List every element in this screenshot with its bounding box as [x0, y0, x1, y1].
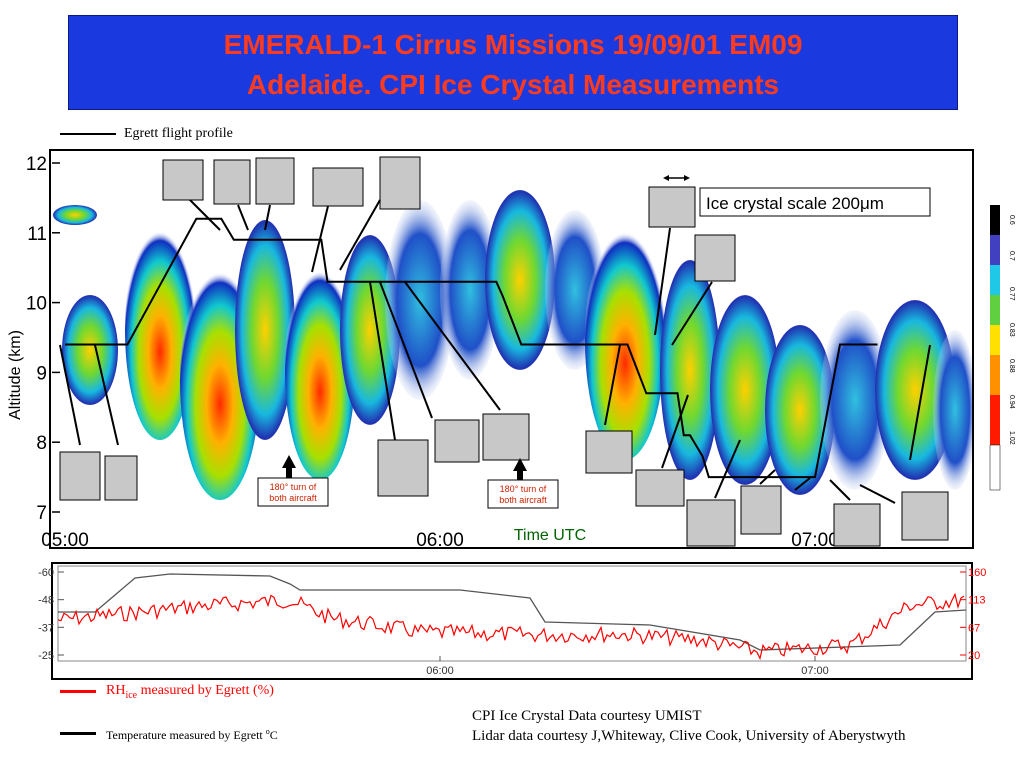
colorbar-label-5: 0.94	[1008, 395, 1015, 409]
rh-legend-sub: ice	[125, 689, 138, 701]
time-tick-label-0600: 06:00	[416, 530, 464, 551]
altitude-tick-label-9: 9	[36, 363, 47, 384]
lidar-credit: Lidar data courtesy J,Whiteway, Clive Co…	[472, 728, 906, 744]
lidar-backscatter	[53, 190, 972, 500]
altitude-tick-label-11: 11	[27, 224, 47, 245]
crystal-image-3	[255, 157, 295, 205]
temp-tick-label-3: -25	[38, 650, 54, 662]
crystal-image-4	[312, 167, 364, 207]
title-banner: EMERALD-1 Cirrus Missions 19/09/01 EM09 …	[68, 15, 958, 110]
rh-legend-label: RHice measured by Egrett (%)	[106, 683, 274, 701]
temp-legend-unit: C	[269, 728, 278, 742]
title-line-2: Adelaide. CPI Ice Crystal Measurements	[246, 69, 780, 100]
ts-time-label-0700: 07:00	[801, 665, 829, 677]
rh-tick-label-3: 20	[968, 650, 980, 662]
colorbar: 0.6 0.7 0.77 0.83 0.88 0.94 1.02	[989, 205, 1015, 491]
timeseries-plot-area	[57, 565, 967, 662]
crystal-image-2	[213, 159, 251, 205]
crystal-image-17	[833, 503, 881, 547]
colorbar-label-2: 0.77	[1008, 287, 1015, 301]
turn-2-line-2: both aircraft	[499, 495, 547, 505]
turn-1-line-2: both aircraft	[269, 493, 317, 503]
crystal-image-13	[585, 430, 633, 474]
flight-profile-line	[65, 217, 878, 479]
turn-marker-2: 180° turn of both aircraft	[487, 458, 559, 509]
time-tick-label-0700: 07:00	[791, 530, 839, 551]
timeseries-x-axis: 06:00 07:00	[426, 656, 829, 677]
crystal-image-10	[377, 439, 429, 497]
temperature-axis: -60 -48 -37 -25	[38, 567, 64, 662]
time-tick-label-0500: 05:00	[41, 530, 89, 551]
flight-profile-legend-swatch	[60, 132, 116, 135]
temp-tick-label-1: -48	[38, 595, 54, 607]
rh-tick-label-1: 113	[968, 595, 986, 607]
temp-tick-label-2: -37	[38, 622, 54, 634]
temperature-series-line	[58, 573, 967, 651]
temp-legend-swatch	[60, 732, 96, 735]
altitude-tick-label-8: 8	[36, 433, 47, 454]
temp-legend-label: Temperature measured by Egrett oC	[106, 727, 278, 743]
temp-legend-sup: o	[265, 727, 270, 736]
colorbar-label-6: 1.02	[1008, 431, 1015, 445]
flight-profile-legend: Egrett flight profile	[60, 126, 233, 142]
turn-1-line-1: 180° turn of	[270, 482, 317, 492]
turn-2-line-1: 180° turn of	[500, 484, 547, 494]
temp-tick-label-0: -60	[38, 567, 54, 579]
scale-label: Ice crystal scale 200μm	[706, 194, 884, 213]
crystal-image-12	[482, 413, 530, 461]
altitude-tick-label-10: 10	[26, 294, 47, 315]
scale-arrow	[663, 175, 690, 181]
colorbar-label-0: 0.6	[1008, 215, 1015, 225]
flight-profile-legend-label: Egrett flight profile	[124, 126, 233, 141]
altitude-axis-label: Altitude (km)	[7, 330, 24, 420]
crystal-image-5	[379, 156, 421, 210]
colorbar-label-3: 0.83	[1008, 323, 1015, 337]
crystal-image-14	[635, 469, 685, 507]
crystal-image-18	[901, 491, 949, 541]
crystal-image-9	[104, 455, 138, 501]
ts-time-label-0600: 06:00	[426, 665, 454, 677]
colorbar-label-1: 0.7	[1008, 251, 1015, 261]
title-line-1: EMERALD-1 Cirrus Missions 19/09/01 EM09	[223, 29, 803, 60]
rh-legend-text: RH	[106, 683, 126, 698]
crystal-image-11	[434, 419, 480, 463]
rh-tick-label-2: 67	[968, 622, 980, 634]
lidar-x-axis: 05:00 06:00 07:00	[41, 530, 839, 551]
crystal-image-16	[740, 485, 782, 535]
altitude-tick-label-7: 7	[36, 503, 47, 524]
time-utc-label: Time UTC	[514, 527, 586, 544]
crystal-pointers	[59, 199, 931, 504]
colorbar-label-4: 0.88	[1008, 359, 1015, 373]
altitude-tick-label-12: 12	[26, 154, 47, 175]
rh-legend-suffix: measured by Egrett (%)	[137, 683, 274, 698]
rh-axis: 160 113 67 20	[960, 567, 986, 662]
cpi-crystal-images	[59, 156, 949, 547]
rh-tick-label-0: 160	[968, 567, 986, 579]
scale-label-box	[699, 187, 931, 217]
crystal-image-15	[686, 499, 736, 547]
temp-legend-text: Temperature measured by Egrett	[106, 728, 266, 742]
cpi-credit: CPI Ice Crystal Data courtesy UMIST	[472, 708, 702, 724]
crystal-image-6	[648, 186, 696, 228]
lidar-y-axis: 12 11 10 9 8 7	[26, 154, 60, 524]
turn-marker-1: 180° turn of both aircraft	[257, 455, 329, 507]
rh-legend-swatch	[60, 690, 96, 693]
rh-series-line	[57, 592, 965, 661]
crystal-image-8	[59, 451, 101, 501]
crystal-image-1	[162, 159, 204, 201]
crystal-image-7	[694, 234, 736, 282]
